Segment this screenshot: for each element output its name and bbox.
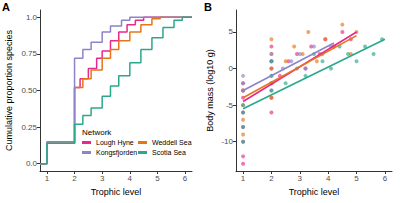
svg-text:0.0: 0.0 xyxy=(26,159,38,168)
svg-text:Body mass (log10 g): Body mass (log10 g) xyxy=(205,49,215,132)
svg-text:1: 1 xyxy=(241,174,246,183)
svg-text:4: 4 xyxy=(128,174,133,183)
svg-text:2: 2 xyxy=(269,174,274,183)
svg-text:Network: Network xyxy=(82,128,112,137)
svg-text:Scotia Sea: Scotia Sea xyxy=(152,149,186,156)
svg-text:5: 5 xyxy=(155,174,160,183)
svg-text:Kongsfjorden: Kongsfjorden xyxy=(96,149,137,157)
svg-text:A: A xyxy=(2,1,10,13)
svg-text:Trophic level: Trophic level xyxy=(91,187,142,197)
svg-text:6: 6 xyxy=(183,174,188,183)
svg-text:2: 2 xyxy=(72,174,77,183)
svg-text:6: 6 xyxy=(383,174,388,183)
svg-text:Weddell Sea: Weddell Sea xyxy=(152,139,192,146)
svg-text:-5: -5 xyxy=(226,101,234,110)
svg-text:1.0: 1.0 xyxy=(26,13,38,22)
svg-text:3: 3 xyxy=(100,174,105,183)
svg-text:0.50: 0.50 xyxy=(21,86,37,95)
svg-text:0.25: 0.25 xyxy=(21,123,37,132)
svg-text:0.75: 0.75 xyxy=(21,49,37,58)
svg-text:5: 5 xyxy=(229,27,234,36)
svg-text:-10: -10 xyxy=(221,137,233,146)
svg-text:Cumulative proportion species: Cumulative proportion species xyxy=(4,29,14,151)
svg-text:5: 5 xyxy=(354,174,359,183)
svg-text:Lough Hyne: Lough Hyne xyxy=(96,139,134,147)
svg-text:4: 4 xyxy=(326,174,331,183)
svg-text:0: 0 xyxy=(229,64,234,73)
svg-text:Trophic level: Trophic level xyxy=(289,187,340,197)
svg-text:3: 3 xyxy=(298,174,303,183)
svg-text:B: B xyxy=(204,1,212,13)
svg-text:1: 1 xyxy=(45,174,50,183)
